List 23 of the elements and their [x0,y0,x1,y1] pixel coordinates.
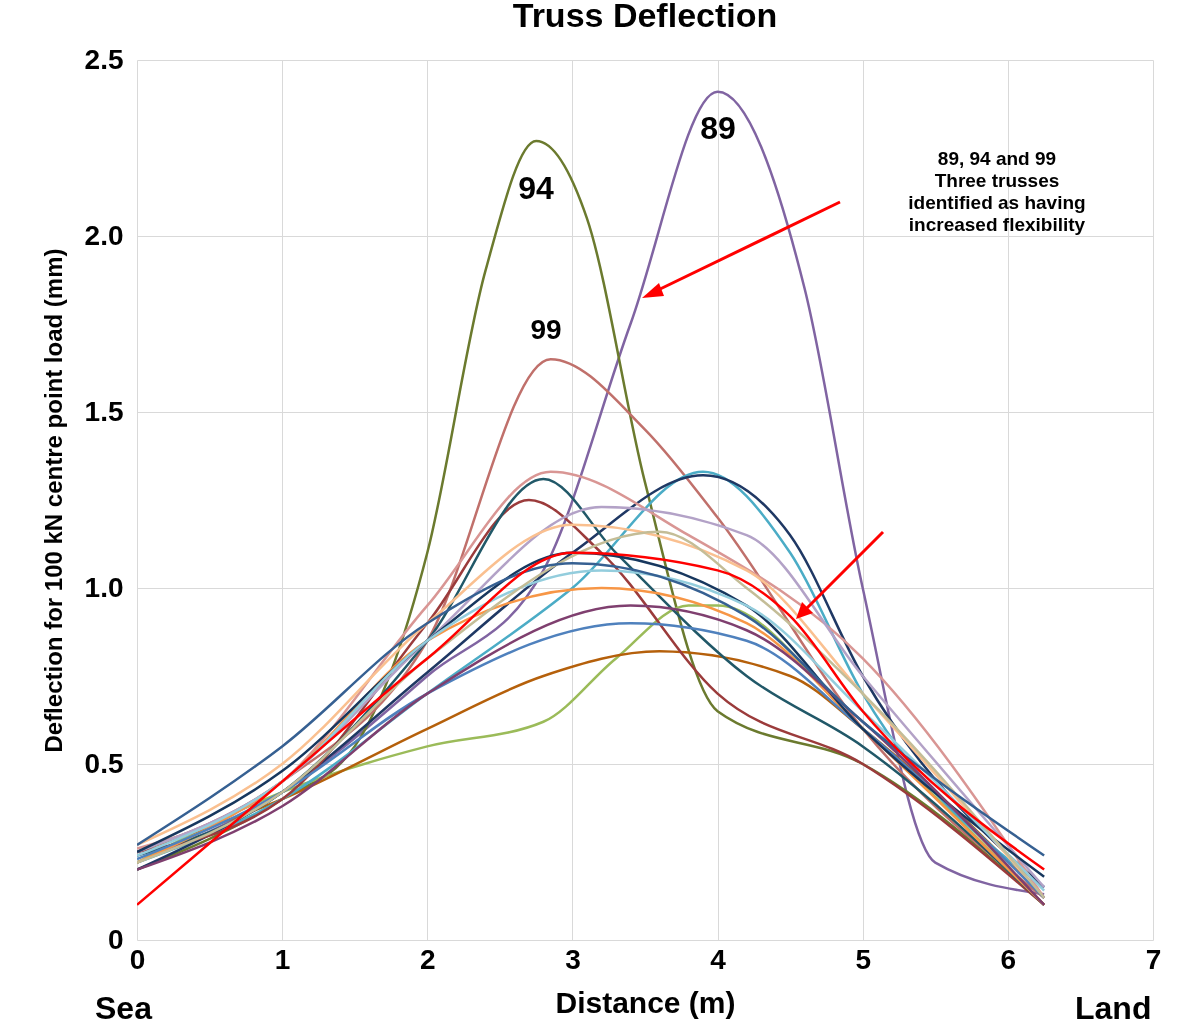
y-tick-label: 1.0 [84,571,124,603]
x-tick-label: 6 [1000,943,1017,975]
y-tick-label: 2.5 [84,43,124,75]
x-tick-label: 2 [420,943,436,975]
y-tick-label: 2.0 [84,219,124,251]
x-tick-label: 5 [855,943,871,975]
x-axis-title: Distance (m) [555,985,736,1019]
y-tick-label: 0 [107,923,124,955]
annotation: 94 [517,170,555,207]
x-tick-label: 7 [1145,943,1162,975]
y-tick-label: 1.5 [84,395,124,427]
annotation: 89 [699,110,737,147]
text: Sea [95,990,154,1027]
y-axis-title: Deflection for 100 kN centre point load (mm) [39,248,67,753]
annotation: 89, 94 and 99 Three trusses identified as having increased flexibility [907,148,1087,236]
x-tick-label: 0 [129,943,146,975]
x-tick-label: 1 [274,943,291,975]
x-tick-label: 4 [710,943,727,975]
x-tick-label: 3 [565,943,581,975]
chart-title: Truss Deflection [512,0,778,34]
text: Land [1075,990,1153,1027]
annotation: 99 [529,314,563,346]
y-tick-label: 0.5 [84,747,124,779]
